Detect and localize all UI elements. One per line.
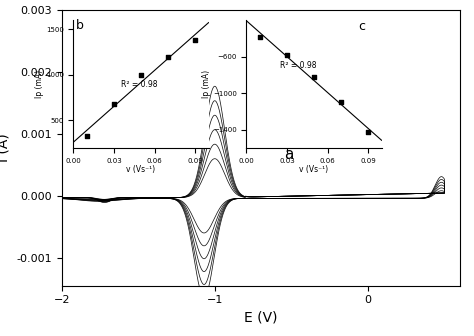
Text: c: c bbox=[359, 20, 365, 33]
Point bbox=[256, 34, 264, 39]
X-axis label: v (Vs⁻¹): v (Vs⁻¹) bbox=[300, 165, 328, 174]
Text: a: a bbox=[283, 147, 293, 162]
Point bbox=[83, 133, 91, 139]
Point bbox=[283, 52, 291, 57]
X-axis label: v (Vs⁻¹): v (Vs⁻¹) bbox=[127, 165, 155, 174]
Point bbox=[310, 74, 318, 79]
Point bbox=[164, 54, 172, 59]
Point bbox=[110, 101, 118, 107]
Point bbox=[191, 38, 199, 43]
Y-axis label: I (A): I (A) bbox=[0, 133, 11, 162]
Point bbox=[337, 99, 345, 105]
Y-axis label: Ip (mA): Ip (mA) bbox=[202, 70, 211, 98]
Text: R² = 0.98: R² = 0.98 bbox=[280, 60, 317, 70]
Text: R² = 0.98: R² = 0.98 bbox=[121, 80, 157, 89]
Y-axis label: Ip (mA): Ip (mA) bbox=[36, 70, 45, 98]
X-axis label: E (V): E (V) bbox=[244, 311, 277, 325]
Point bbox=[364, 130, 372, 135]
Point bbox=[137, 72, 145, 78]
Text: b: b bbox=[76, 19, 84, 32]
